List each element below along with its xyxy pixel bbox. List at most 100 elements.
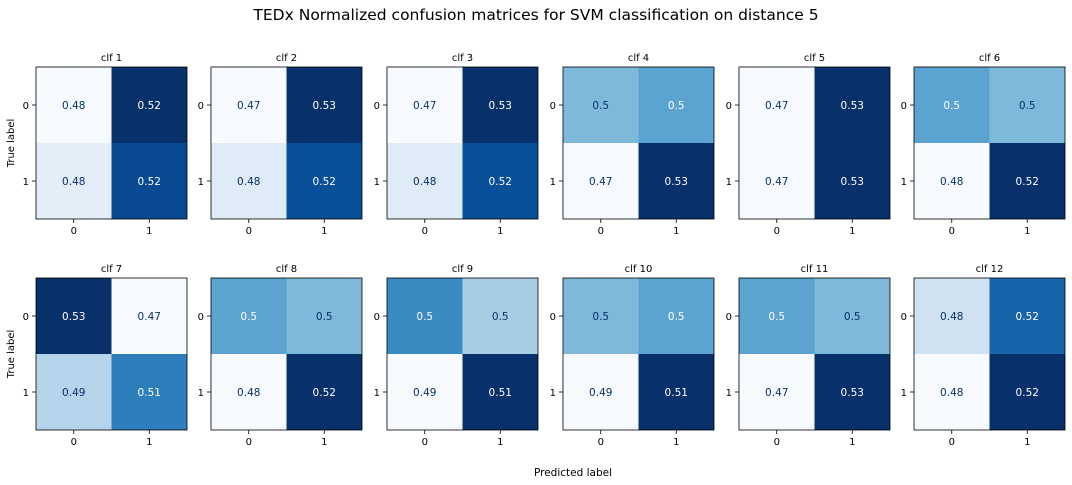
- panel-frame: [738, 277, 891, 431]
- cell-value-label: 0.47: [765, 176, 788, 188]
- cell-value-label: 0.53: [841, 100, 864, 112]
- heatmap-cell: [638, 278, 714, 354]
- cell-value-label: 0.49: [62, 387, 85, 399]
- cell-value-label: 0.48: [62, 176, 85, 188]
- confusion-panel: clf 4 0.5 0.5 0.47 0.53 0 1 0 1: [550, 53, 715, 237]
- heatmap-cell: [638, 354, 714, 430]
- x-tick-label: 1: [497, 226, 503, 237]
- heatmap-cell: [111, 143, 187, 219]
- heatmap-cell: [638, 143, 714, 219]
- heatmap-cell: [387, 354, 463, 430]
- cell-value-label: 0.53: [841, 387, 864, 399]
- heatmap-cell: [462, 143, 538, 219]
- x-tick-label: 1: [673, 437, 679, 448]
- x-tick-label: 0: [422, 226, 428, 237]
- panel-title: clf 4: [628, 53, 649, 64]
- panel-frame: [562, 66, 715, 220]
- y-tick-label: 1: [550, 388, 556, 399]
- heatmap-cell: [286, 278, 362, 354]
- confusion-panel: clf 5 0.47 0.53 0.47 0.53 0 1 0 1: [726, 53, 891, 237]
- heatmap-cell: [814, 278, 890, 354]
- heatmap-cell: [814, 67, 890, 143]
- heatmap-cell: [563, 354, 639, 430]
- x-axis-label: Predicted label: [534, 467, 612, 479]
- panel-title: clf 7: [101, 264, 122, 275]
- cell-value-label: 0.47: [589, 176, 612, 188]
- x-tick-label: 1: [1024, 226, 1030, 237]
- heatmap-cell: [387, 143, 463, 219]
- x-tick-label: 0: [71, 226, 77, 237]
- heatmap-cell: [563, 143, 639, 219]
- heatmap-cell: [286, 354, 362, 430]
- cell-value-label: 0.5: [492, 311, 509, 323]
- heatmap-cell: [286, 67, 362, 143]
- x-tick-label: 1: [321, 226, 327, 237]
- heatmap-cell: [739, 67, 815, 143]
- cell-value-label: 0.48: [940, 311, 963, 323]
- y-axis-label: True label: [6, 119, 17, 169]
- confusion-panel: clf 8 0.5 0.5 0.48 0.52 0 1 0 1: [198, 264, 363, 448]
- x-tick-label: 1: [321, 437, 327, 448]
- x-tick-label: 1: [1024, 437, 1030, 448]
- y-tick-label: 1: [23, 177, 29, 188]
- panel-title: clf 11: [801, 264, 829, 275]
- cell-value-label: 0.5: [240, 311, 257, 323]
- x-tick-label: 0: [598, 226, 604, 237]
- heatmap-cell: [211, 143, 287, 219]
- x-tick-label: 1: [849, 226, 855, 237]
- x-tick-label: 0: [246, 437, 252, 448]
- panel-frame: [913, 277, 1066, 431]
- heatmap-cell: [462, 278, 538, 354]
- cell-value-label: 0.52: [138, 176, 161, 188]
- cell-value-label: 0.52: [1016, 176, 1039, 188]
- heatmap-cell: [739, 354, 815, 430]
- y-tick-label: 0: [23, 312, 29, 323]
- panel-frame: [738, 66, 891, 220]
- panel-title: clf 6: [979, 53, 1000, 64]
- panel-frame: [35, 277, 188, 431]
- panel-title: clf 8: [276, 264, 297, 275]
- panel-title: clf 10: [625, 264, 653, 275]
- cell-value-label: 0.47: [138, 311, 161, 323]
- panel-title: clf 12: [976, 264, 1004, 275]
- y-tick-label: 0: [901, 101, 907, 112]
- x-tick-label: 0: [949, 226, 955, 237]
- x-tick-label: 0: [949, 437, 955, 448]
- heatmap-cell: [563, 67, 639, 143]
- y-tick-label: 1: [550, 177, 556, 188]
- heatmap-cell: [211, 67, 287, 143]
- panel-frame: [913, 66, 1066, 220]
- y-tick-label: 1: [374, 388, 380, 399]
- x-tick-label: 0: [246, 226, 252, 237]
- y-tick-label: 0: [198, 312, 204, 323]
- panel-title: clf 1: [101, 53, 122, 64]
- panel-frame: [562, 277, 715, 431]
- cell-value-label: 0.5: [668, 311, 685, 323]
- heatmap-cell: [211, 278, 287, 354]
- x-tick-label: 0: [774, 437, 780, 448]
- cell-value-label: 0.48: [413, 176, 436, 188]
- y-tick-label: 0: [726, 312, 732, 323]
- y-tick-label: 1: [198, 177, 204, 188]
- heatmap-cell: [914, 278, 990, 354]
- cell-value-label: 0.52: [313, 387, 336, 399]
- heatmap-cell: [111, 354, 187, 430]
- panel-frame: [35, 66, 188, 220]
- cell-value-label: 0.5: [1019, 100, 1036, 112]
- cell-value-label: 0.48: [940, 387, 963, 399]
- panel-title: clf 2: [276, 53, 297, 64]
- x-tick-label: 1: [146, 437, 152, 448]
- y-tick-label: 1: [901, 177, 907, 188]
- heatmap-cell: [563, 278, 639, 354]
- heatmap-cell: [387, 278, 463, 354]
- cell-value-label: 0.51: [138, 387, 161, 399]
- cell-value-label: 0.47: [765, 100, 788, 112]
- confusion-panel: clf 9 0.5 0.5 0.49 0.51 0 1 0 1: [374, 264, 539, 448]
- heatmap-cell: [914, 354, 990, 430]
- heatmap-cell: [462, 67, 538, 143]
- y-tick-label: 0: [726, 101, 732, 112]
- x-tick-label: 0: [598, 437, 604, 448]
- cell-value-label: 0.5: [592, 311, 609, 323]
- cell-value-label: 0.49: [589, 387, 612, 399]
